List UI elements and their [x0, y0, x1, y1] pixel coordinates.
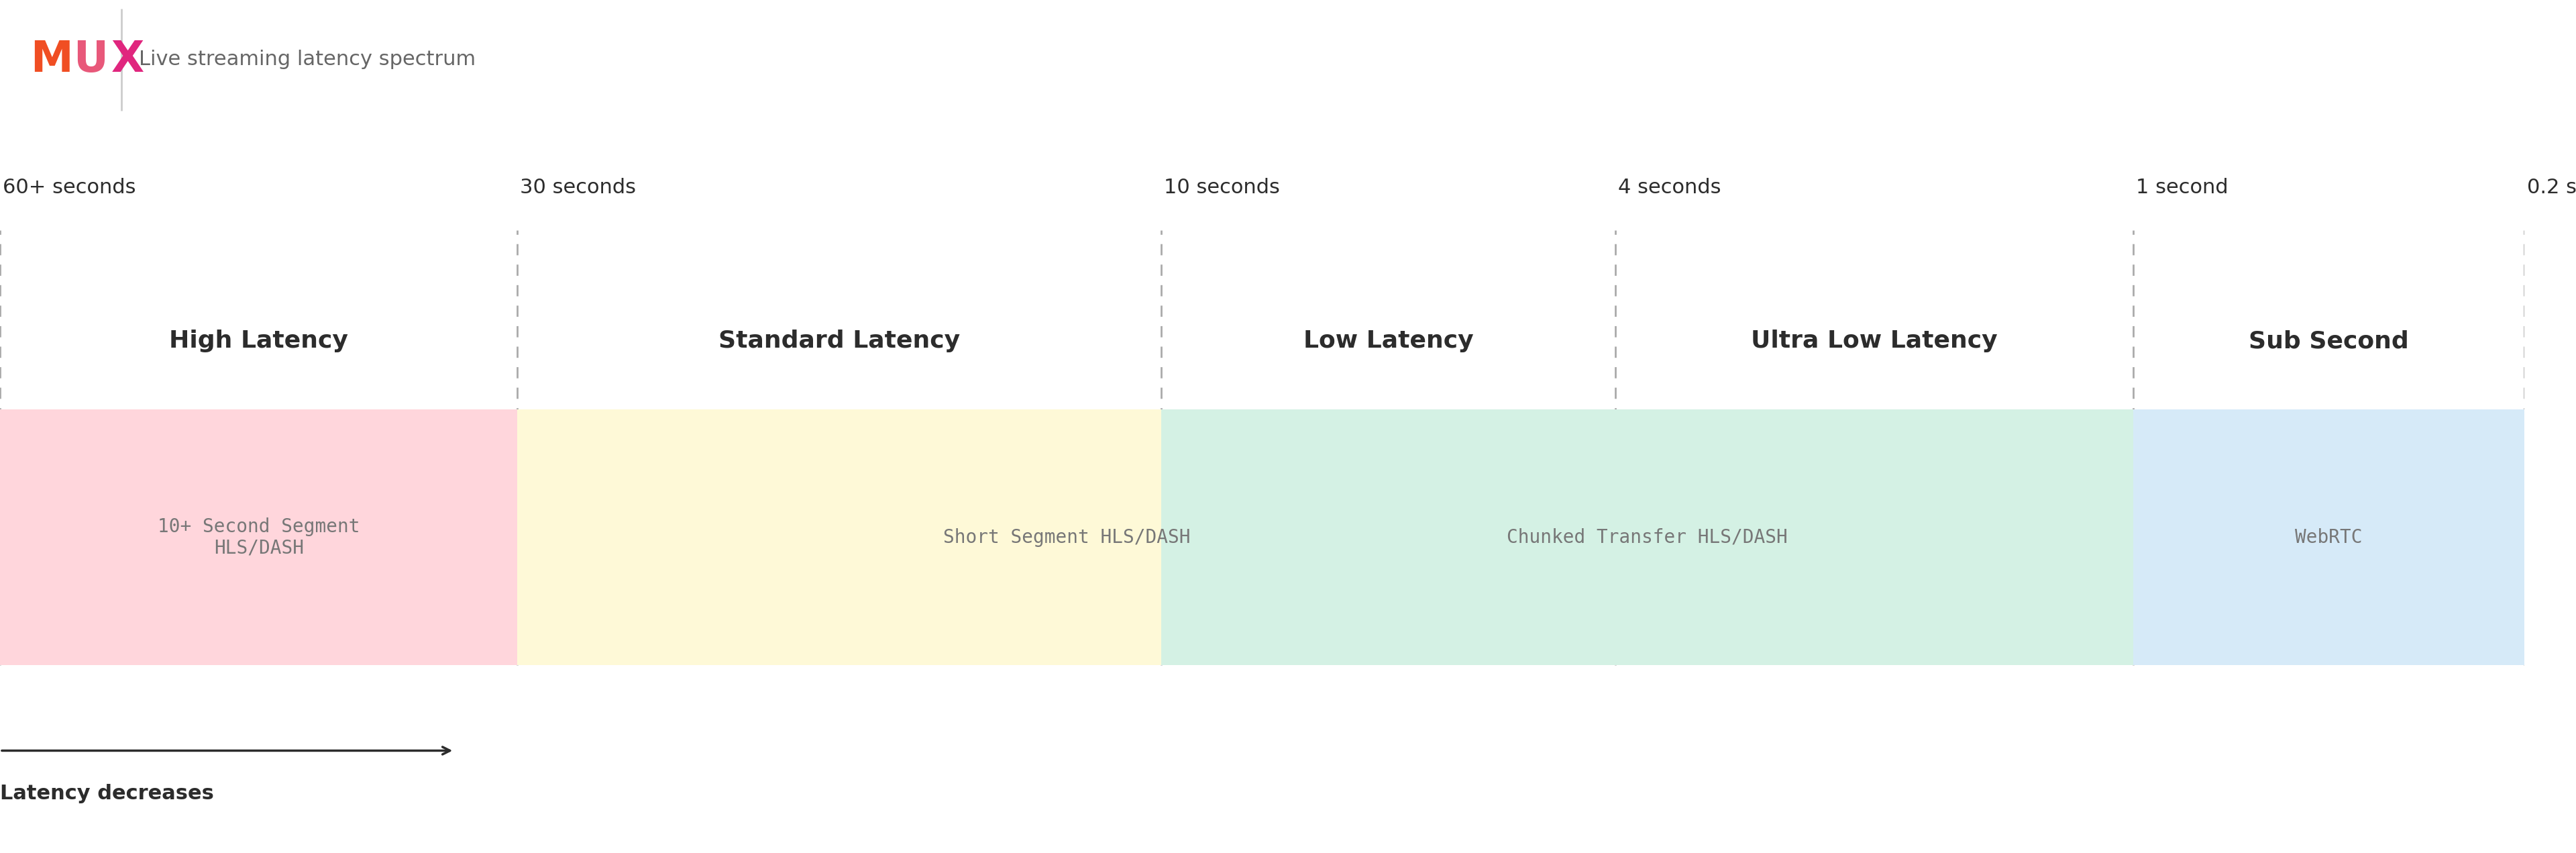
- Text: WebRTC: WebRTC: [2295, 528, 2362, 547]
- Text: Short Segment HLS/DASH: Short Segment HLS/DASH: [943, 528, 1190, 547]
- Text: Chunked Transfer HLS/DASH: Chunked Transfer HLS/DASH: [1507, 528, 1788, 547]
- Text: Live streaming latency spectrum: Live streaming latency spectrum: [139, 50, 477, 69]
- Text: X: X: [111, 39, 144, 80]
- Text: High Latency: High Latency: [170, 330, 348, 352]
- Bar: [2133, 409, 2524, 665]
- Text: 10 seconds: 10 seconds: [1164, 178, 1280, 197]
- Bar: [518, 409, 1615, 665]
- Text: U: U: [72, 39, 108, 80]
- Bar: [1162, 409, 2133, 665]
- Text: 0.2 s: 0.2 s: [2527, 178, 2576, 197]
- Text: Low Latency: Low Latency: [1303, 330, 1473, 352]
- Text: 1 second: 1 second: [2136, 178, 2228, 197]
- Text: Sub Second: Sub Second: [2249, 330, 2409, 352]
- Text: Latency decreases: Latency decreases: [0, 784, 214, 803]
- Text: 10+ Second Segment
HLS/DASH: 10+ Second Segment HLS/DASH: [157, 517, 361, 558]
- Bar: [0, 409, 518, 665]
- Text: M: M: [31, 39, 72, 80]
- Text: 60+ seconds: 60+ seconds: [3, 178, 137, 197]
- Text: 30 seconds: 30 seconds: [520, 178, 636, 197]
- Text: 4 seconds: 4 seconds: [1618, 178, 1721, 197]
- Text: Ultra Low Latency: Ultra Low Latency: [1752, 330, 1996, 352]
- Text: Standard Latency: Standard Latency: [719, 330, 961, 352]
